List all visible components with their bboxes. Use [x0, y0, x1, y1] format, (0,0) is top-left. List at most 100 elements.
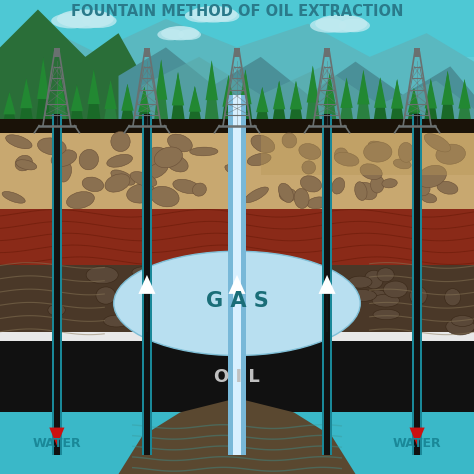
Ellipse shape [146, 147, 169, 167]
Ellipse shape [335, 148, 348, 161]
Ellipse shape [393, 159, 411, 169]
Ellipse shape [415, 181, 430, 196]
Polygon shape [118, 47, 474, 133]
Ellipse shape [424, 134, 451, 152]
Polygon shape [153, 60, 170, 133]
Polygon shape [68, 85, 85, 133]
Ellipse shape [190, 6, 237, 23]
Polygon shape [49, 428, 64, 446]
Ellipse shape [332, 178, 345, 194]
Polygon shape [0, 19, 474, 104]
Ellipse shape [165, 155, 188, 172]
Ellipse shape [282, 133, 297, 148]
Polygon shape [319, 275, 336, 294]
Ellipse shape [105, 174, 130, 192]
Ellipse shape [173, 179, 200, 193]
Polygon shape [374, 77, 386, 108]
Polygon shape [441, 71, 454, 105]
Polygon shape [321, 73, 338, 133]
Ellipse shape [66, 191, 94, 209]
Ellipse shape [371, 176, 384, 193]
Polygon shape [271, 81, 288, 133]
Ellipse shape [111, 132, 130, 152]
Polygon shape [220, 75, 237, 133]
Text: G A S: G A S [206, 291, 268, 311]
Ellipse shape [348, 276, 372, 288]
Polygon shape [239, 69, 252, 104]
Polygon shape [0, 9, 142, 133]
Polygon shape [52, 76, 69, 133]
Ellipse shape [104, 315, 129, 327]
Polygon shape [54, 76, 66, 107]
Bar [324, 114, 330, 455]
Polygon shape [206, 60, 218, 100]
Ellipse shape [132, 282, 164, 291]
Polygon shape [273, 81, 285, 109]
Polygon shape [254, 87, 271, 133]
Polygon shape [340, 78, 353, 108]
Ellipse shape [338, 19, 370, 32]
Ellipse shape [360, 164, 382, 180]
Polygon shape [88, 69, 100, 104]
Ellipse shape [180, 283, 212, 299]
Ellipse shape [137, 316, 167, 332]
Polygon shape [456, 79, 473, 133]
Bar [0, 209, 474, 265]
Polygon shape [37, 58, 49, 99]
Ellipse shape [315, 15, 367, 33]
Polygon shape [3, 92, 16, 114]
Bar [54, 114, 60, 455]
Ellipse shape [301, 176, 321, 192]
Ellipse shape [278, 183, 293, 202]
Ellipse shape [167, 134, 192, 152]
Bar [0, 412, 474, 474]
Ellipse shape [445, 289, 461, 306]
Polygon shape [189, 86, 201, 112]
Ellipse shape [373, 309, 400, 319]
Bar [144, 114, 150, 455]
Ellipse shape [281, 270, 298, 282]
Ellipse shape [280, 282, 295, 293]
Polygon shape [228, 275, 246, 294]
Ellipse shape [51, 13, 91, 28]
Ellipse shape [16, 160, 36, 170]
Polygon shape [121, 84, 134, 111]
Ellipse shape [398, 142, 414, 163]
Polygon shape [102, 81, 119, 133]
Bar [0, 265, 474, 332]
Ellipse shape [294, 189, 309, 209]
Ellipse shape [365, 270, 383, 289]
Ellipse shape [299, 144, 321, 159]
Polygon shape [138, 87, 150, 112]
Polygon shape [287, 81, 304, 133]
Ellipse shape [58, 162, 72, 182]
Ellipse shape [436, 144, 465, 164]
Ellipse shape [355, 182, 367, 201]
Ellipse shape [107, 155, 132, 167]
Ellipse shape [356, 182, 377, 200]
Bar [414, 114, 420, 455]
Polygon shape [20, 78, 33, 108]
Ellipse shape [228, 274, 252, 288]
Polygon shape [256, 87, 268, 112]
Ellipse shape [279, 188, 297, 201]
Polygon shape [222, 75, 235, 107]
Polygon shape [357, 70, 370, 104]
Polygon shape [410, 428, 425, 446]
Ellipse shape [244, 317, 268, 332]
Polygon shape [35, 58, 52, 133]
Polygon shape [408, 88, 420, 113]
Polygon shape [324, 73, 336, 106]
Polygon shape [71, 85, 83, 111]
Bar [0, 118, 474, 133]
Ellipse shape [146, 314, 174, 331]
Polygon shape [458, 79, 471, 109]
Bar [234, 114, 240, 455]
Ellipse shape [410, 286, 427, 305]
Ellipse shape [251, 135, 275, 153]
Polygon shape [172, 72, 184, 105]
Bar [233, 95, 241, 455]
Ellipse shape [317, 297, 343, 312]
Ellipse shape [310, 18, 346, 33]
Polygon shape [136, 87, 153, 133]
